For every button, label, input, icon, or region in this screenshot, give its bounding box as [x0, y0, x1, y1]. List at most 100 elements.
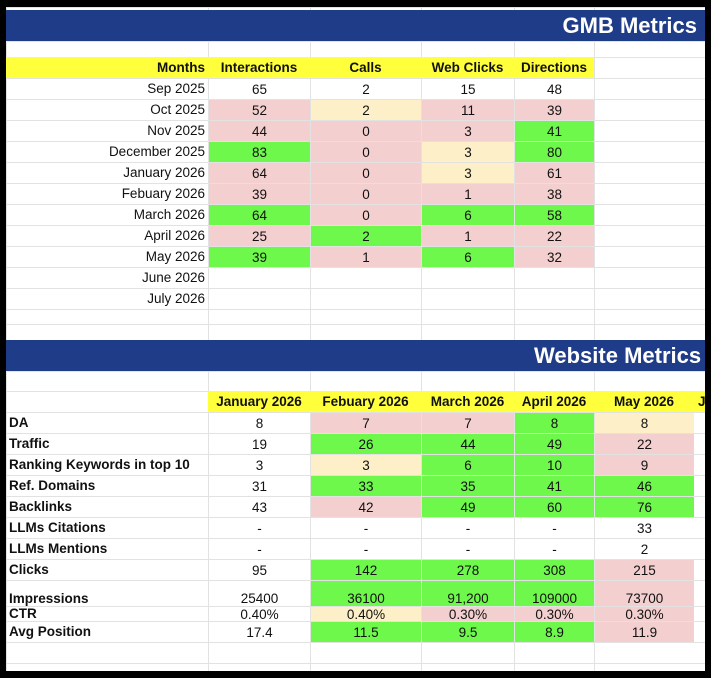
website-value-cell[interactable]: 278: [422, 560, 514, 580]
gmb-value-cell[interactable]: 58: [515, 205, 594, 225]
website-value-cell[interactable]: 0.40%: [311, 607, 421, 621]
website-value-cell[interactable]: 22: [595, 434, 694, 454]
website-metric-label[interactable]: Backlinks: [9, 499, 73, 514]
website-value-cell[interactable]: 6: [422, 455, 514, 475]
website-value-cell[interactable]: 36100: [311, 581, 421, 606]
gmb-value-cell[interactable]: 41: [515, 121, 594, 141]
website-value-cell[interactable]: 95: [251, 562, 268, 578]
website-value-cell[interactable]: -: [552, 520, 557, 536]
gmb-value-cell[interactable]: 64: [209, 163, 310, 183]
gmb-value-cell[interactable]: 39: [515, 100, 594, 120]
website-value-cell[interactable]: 73700: [595, 581, 694, 606]
gmb-value-cell[interactable]: 6: [422, 247, 514, 267]
website-metric-label[interactable]: Traffic: [9, 436, 50, 451]
website-value-cell[interactable]: 308: [515, 560, 594, 580]
gmb-month-cell[interactable]: June 2026: [141, 270, 205, 285]
website-value-cell[interactable]: 8: [595, 413, 694, 433]
gmb-value-cell[interactable]: 3: [422, 121, 514, 141]
gmb-value-cell[interactable]: 25: [209, 226, 310, 246]
website-metric-label[interactable]: DA: [9, 415, 29, 430]
website-value-cell[interactable]: 9.5: [422, 622, 514, 642]
gmb-month-cell[interactable]: December 2025: [108, 144, 205, 159]
website-value-cell[interactable]: 0.40%: [240, 607, 279, 621]
gmb-value-cell[interactable]: 0: [311, 121, 421, 141]
gmb-month-cell[interactable]: March 2026: [133, 207, 205, 222]
gmb-value-cell[interactable]: 1: [422, 184, 514, 204]
website-value-cell[interactable]: -: [552, 541, 557, 557]
website-value-cell[interactable]: 25400: [240, 591, 279, 606]
gmb-value-cell[interactable]: 2: [362, 81, 370, 97]
website-metric-label[interactable]: Ref. Domains: [9, 478, 96, 493]
gmb-value-cell[interactable]: 2: [311, 226, 421, 246]
website-value-cell[interactable]: 8: [515, 413, 594, 433]
gmb-month-cell[interactable]: Febuary 2026: [121, 186, 205, 201]
gmb-value-cell[interactable]: 15: [460, 81, 476, 97]
gmb-value-cell[interactable]: 44: [209, 121, 310, 141]
spreadsheet[interactable]: GMB Metrics Months Interactions Calls Web Cl…: [6, 7, 705, 671]
website-metric-label[interactable]: LLMs Citations: [9, 520, 106, 535]
website-value-cell[interactable]: 2: [640, 541, 649, 557]
website-value-cell[interactable]: 49: [422, 497, 514, 517]
gmb-value-cell[interactable]: 6: [422, 205, 514, 225]
website-value-cell[interactable]: -: [363, 541, 369, 557]
gmb-value-cell[interactable]: 65: [251, 81, 268, 97]
gmb-value-cell[interactable]: 1: [311, 247, 421, 267]
website-value-cell[interactable]: 49: [515, 434, 594, 454]
gmb-value-cell[interactable]: 61: [515, 163, 594, 183]
website-metric-label[interactable]: LLMs Mentions: [9, 541, 108, 556]
website-value-cell[interactable]: 43: [251, 499, 268, 515]
website-value-cell[interactable]: 33: [636, 520, 653, 536]
website-value-cell[interactable]: -: [257, 541, 262, 557]
website-value-cell[interactable]: 0.30%: [595, 607, 694, 621]
website-value-cell[interactable]: 7: [422, 413, 514, 433]
gmb-value-cell[interactable]: 0: [311, 163, 421, 183]
gmb-value-cell[interactable]: 39: [209, 247, 310, 267]
gmb-value-cell[interactable]: 1: [422, 226, 514, 246]
gmb-month-cell[interactable]: July 2026: [147, 291, 205, 306]
website-value-cell[interactable]: 109000: [515, 581, 594, 606]
website-value-cell[interactable]: 7: [311, 413, 421, 433]
gmb-month-cell[interactable]: Nov 2025: [147, 123, 205, 138]
website-value-cell[interactable]: -: [465, 541, 471, 557]
website-value-cell[interactable]: -: [363, 520, 369, 536]
website-value-cell[interactable]: 19: [251, 436, 268, 452]
gmb-value-cell[interactable]: 52: [209, 100, 310, 120]
website-value-cell[interactable]: 8: [255, 415, 264, 431]
website-value-cell[interactable]: -: [257, 520, 262, 536]
gmb-value-cell[interactable]: 0: [311, 205, 421, 225]
website-value-cell[interactable]: 33: [311, 476, 421, 496]
gmb-value-cell[interactable]: [422, 268, 514, 288]
website-value-cell[interactable]: -: [465, 520, 471, 536]
gmb-value-cell[interactable]: 80: [515, 142, 594, 162]
website-value-cell[interactable]: 215: [595, 560, 694, 580]
website-metric-label[interactable]: CTR: [9, 606, 37, 621]
gmb-value-cell[interactable]: 64: [209, 205, 310, 225]
gmb-value-cell[interactable]: [311, 289, 421, 309]
gmb-value-cell[interactable]: [422, 289, 514, 309]
gmb-value-cell[interactable]: [209, 289, 310, 309]
gmb-value-cell[interactable]: 38: [515, 184, 594, 204]
gmb-value-cell[interactable]: [515, 289, 594, 309]
website-value-cell[interactable]: 10: [515, 455, 594, 475]
website-value-cell[interactable]: 42: [311, 497, 421, 517]
website-value-cell[interactable]: 44: [422, 434, 514, 454]
gmb-month-cell[interactable]: January 2026: [123, 165, 205, 180]
website-value-cell[interactable]: 26: [311, 434, 421, 454]
website-metric-label[interactable]: Ranking Keywords in top 10: [9, 457, 190, 472]
gmb-value-cell[interactable]: 0: [311, 184, 421, 204]
gmb-value-cell[interactable]: 11: [422, 100, 514, 120]
gmb-value-cell[interactable]: [311, 268, 421, 288]
website-value-cell[interactable]: 41: [515, 476, 594, 496]
website-value-cell[interactable]: 35: [422, 476, 514, 496]
website-value-cell[interactable]: 46: [595, 476, 694, 496]
gmb-value-cell[interactable]: 22: [515, 226, 594, 246]
gmb-value-cell[interactable]: 3: [422, 163, 514, 183]
website-value-cell[interactable]: 17.4: [246, 624, 273, 640]
gmb-value-cell[interactable]: 2: [311, 100, 421, 120]
website-metric-label[interactable]: Clicks: [9, 562, 49, 577]
gmb-month-cell[interactable]: April 2026: [144, 228, 205, 243]
gmb-month-cell[interactable]: Sep 2025: [147, 81, 205, 96]
website-value-cell[interactable]: 11.9: [595, 622, 694, 642]
website-value-cell[interactable]: 11.5: [311, 622, 421, 642]
website-metric-label[interactable]: Avg Position: [9, 624, 92, 639]
